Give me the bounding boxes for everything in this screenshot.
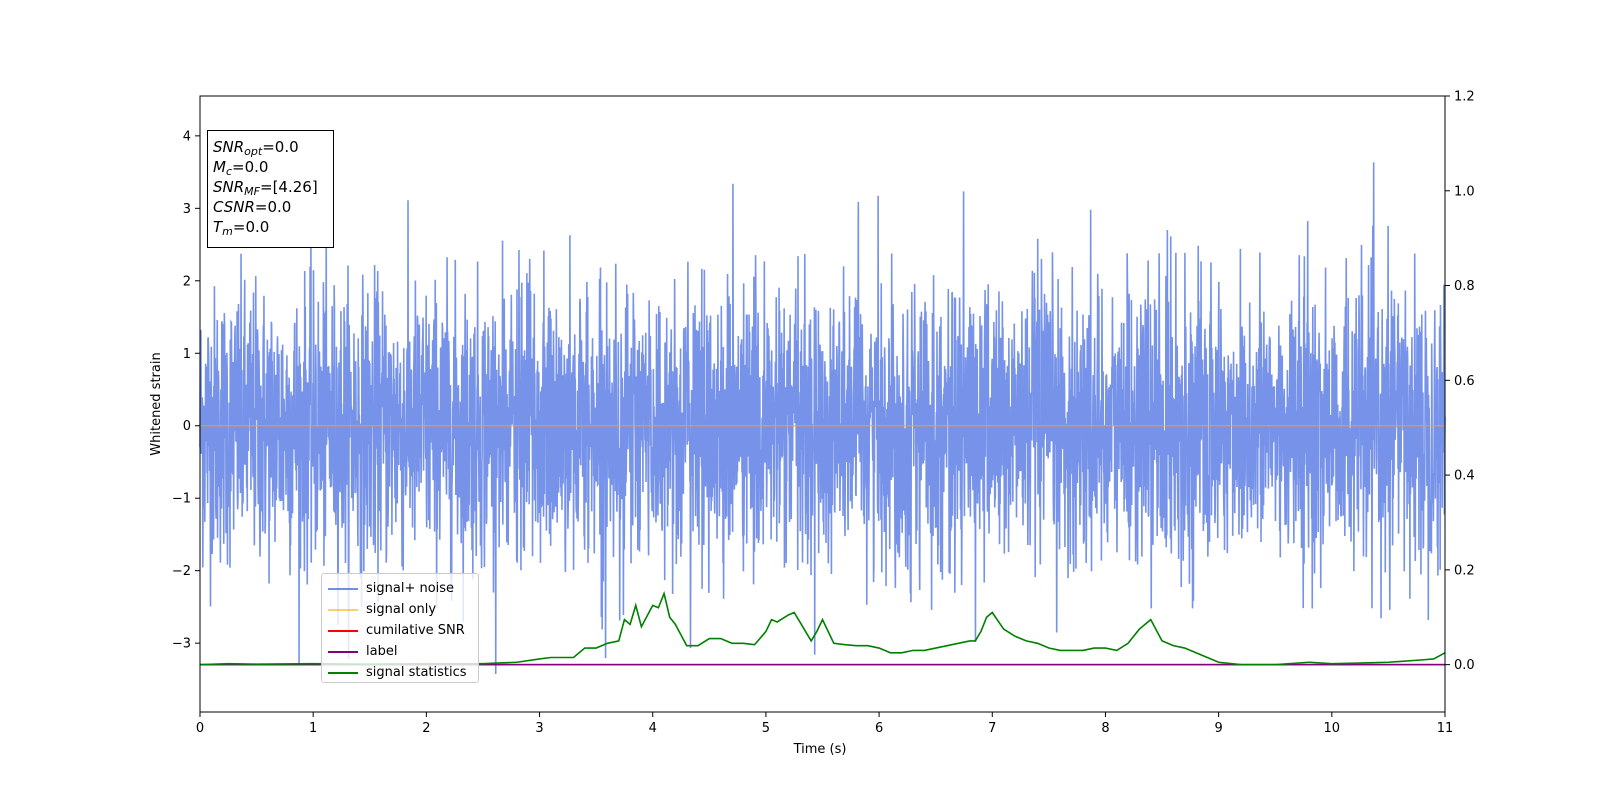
- legend-swatch-cumilative-snr: [328, 629, 358, 632]
- legend-item-signal-only: signal only: [328, 599, 478, 620]
- y2-tick-label: 0.8: [1454, 279, 1475, 294]
- legend: signal+ noise signal only cumilative SNR…: [321, 573, 479, 683]
- legend-swatch-signal-only: [328, 608, 358, 611]
- x-tick-label: 0: [196, 721, 204, 736]
- y-axis-left: −3 −2 −1 0 1 2 3 4: [172, 129, 200, 652]
- x-tick-label: 9: [1214, 721, 1222, 736]
- y2-tick-label: 1.0: [1454, 184, 1475, 199]
- y2-tick-label: 0.6: [1454, 374, 1475, 389]
- x-axis: 0 1 2 3 4 5 6 7 8 9 10 11: [196, 712, 1453, 736]
- y2-tick-label: 0.2: [1454, 563, 1475, 578]
- y2-tick-label: 0.0: [1454, 658, 1475, 673]
- x-tick-label: 1: [309, 721, 317, 736]
- annotation-box: SNRopt=0.0 Mc=0.0 SNRMF=[4.26] CSNR=0.0 …: [207, 130, 334, 248]
- legend-swatch-signal-noise: [328, 587, 358, 590]
- y-tick-label: 3: [183, 202, 191, 217]
- y-tick-label: 1: [183, 347, 191, 362]
- legend-item-cumilative-snr: cumilative SNR: [328, 620, 478, 641]
- x-tick-label: 2: [422, 721, 430, 736]
- annotation-snr-opt: SNRopt=0.0: [213, 138, 299, 158]
- legend-item-signal-noise: signal+ noise: [328, 578, 478, 599]
- x-tick-label: 6: [875, 721, 883, 736]
- signal-statistics-line: [199, 590, 1446, 666]
- legend-swatch-label: [328, 650, 358, 653]
- y-tick-label: 0: [183, 419, 191, 434]
- x-tick-label: 11: [1437, 721, 1454, 736]
- y-tick-label: 4: [183, 129, 191, 144]
- legend-item-signal-statistics: signal statistics: [328, 662, 478, 683]
- x-axis-title: Time (s): [793, 742, 847, 757]
- x-tick-label: 4: [649, 721, 657, 736]
- x-tick-label: 5: [762, 721, 770, 736]
- annotation-csnr: CSNR=0.0: [213, 198, 292, 216]
- series-signal-noise: [199, 162, 1446, 675]
- y-tick-label: −2: [172, 564, 191, 579]
- x-tick-label: 3: [535, 721, 543, 736]
- annotation-tm: Tm=0.0: [213, 218, 270, 238]
- y2-tick-label: 0.4: [1454, 469, 1475, 484]
- legend-item-label: label: [328, 641, 478, 662]
- x-tick-label: 8: [1101, 721, 1109, 736]
- x-tick-label: 10: [1324, 721, 1341, 736]
- y-axis-title: Whitened strain: [149, 352, 164, 455]
- noise-trace: [199, 162, 1446, 675]
- annotation-snr-mf: SNRMF=[4.26]: [213, 178, 318, 198]
- plot-frame: [199, 95, 1446, 713]
- x-tick-label: 7: [988, 721, 996, 736]
- y-tick-label: 2: [183, 274, 191, 289]
- y-tick-label: −1: [172, 492, 191, 507]
- y2-tick-label: 1.2: [1454, 90, 1475, 105]
- legend-swatch-signal-statistics: [328, 671, 358, 674]
- y-axis-right: 0.0 0.2 0.4 0.6 0.8 1.0 1.2: [1445, 90, 1475, 673]
- y-tick-label: −3: [172, 637, 191, 652]
- annotation-mc: Mc=0.0: [213, 158, 269, 178]
